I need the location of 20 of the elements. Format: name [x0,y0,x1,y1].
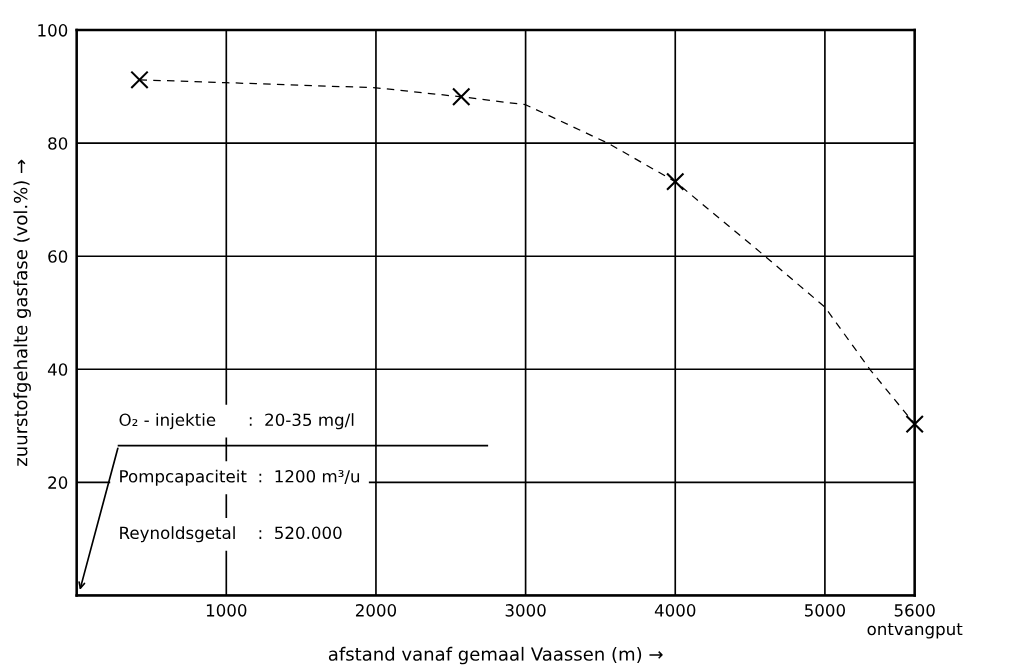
y-tick-label: 60 [48,250,68,263]
annotation: Pompcapaciteit : 1200 m³/u [120,469,360,486]
x-tick-label: 2000 [355,604,397,617]
annotation: O₂ - injektie : 20-35 mg/l [119,413,354,430]
y-tick-label: 80 [48,137,68,150]
x-tick-label: 1000 [206,604,247,617]
point [130,70,149,90]
y-tick-label: 20 [48,476,68,489]
x-tick-label: 3000 [505,604,546,617]
y-tick-label: 40 [47,363,68,376]
x-tick-label: 4000 [654,604,696,617]
x-tick-label: 5600 ontvangput [867,604,963,639]
point [905,414,924,434]
point [451,87,471,107]
annotation: Reynoldsgetal : 520.000 [120,526,342,543]
y-tick-label: 100 [38,24,68,37]
x-tick-label: 5000 [804,604,845,617]
x-axis-title: afstand vanaf gemaal Vaassen (m) → [328,646,663,665]
y-axis-title: zuurstofgehalte gasfase (vol.%) → [13,159,31,466]
point [665,172,685,191]
